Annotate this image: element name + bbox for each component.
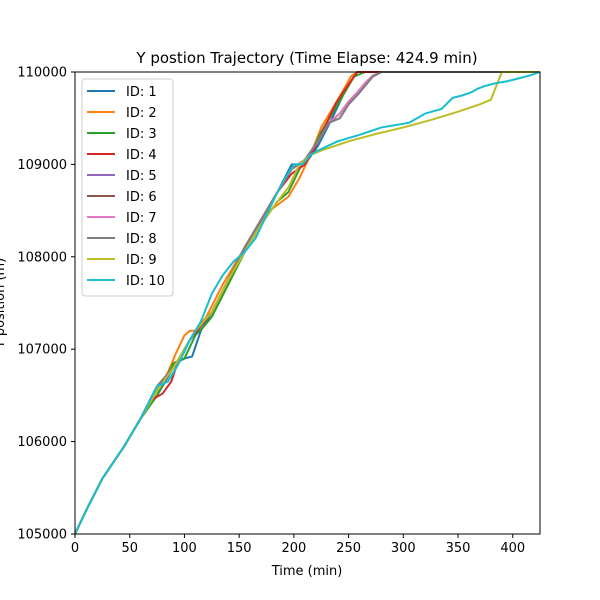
series-line-9 <box>75 71 540 535</box>
axes-frame <box>74 71 541 535</box>
y-tick-label: 106000 <box>17 435 67 450</box>
legend-label: ID: 10 <box>126 274 165 289</box>
y-tick-label: 105000 <box>17 528 67 543</box>
legend-label: ID: 4 <box>126 148 157 163</box>
x-tick-label: 300 <box>391 541 416 556</box>
plot-area <box>75 71 540 535</box>
x-tick-label: 400 <box>500 541 525 556</box>
chart-title: Y postion Trajectory (Time Elapse: 424.9… <box>135 49 477 67</box>
x-tick-label: 0 <box>71 541 79 556</box>
y-tick-label: 109000 <box>17 158 67 173</box>
legend-label: ID: 8 <box>126 232 157 247</box>
x-tick-label: 50 <box>121 541 138 556</box>
x-tick-label: 200 <box>281 541 306 556</box>
y-tick-label: 110000 <box>17 66 67 81</box>
legend-label: ID: 2 <box>126 106 157 121</box>
series-line-10 <box>75 71 540 535</box>
legend-label: ID: 9 <box>126 253 157 268</box>
legend-label: ID: 7 <box>126 211 157 226</box>
legend-label: ID: 6 <box>126 190 157 205</box>
y-axis-label: Y position (m) <box>0 258 8 350</box>
y-tick-label: 107000 <box>17 343 67 358</box>
legend-label: ID: 5 <box>126 169 157 184</box>
legend-label: ID: 1 <box>126 85 157 100</box>
x-axis-ticks: 0 50 100 150 200 250 300 350 400 <box>71 534 525 556</box>
x-tick-label: 100 <box>172 541 197 556</box>
legend-label: ID: 3 <box>126 127 157 142</box>
x-axis-label: Time (min) <box>271 564 343 579</box>
x-tick-label: 150 <box>227 541 252 556</box>
x-tick-label: 350 <box>446 541 471 556</box>
y-axis-ticks: 105000 106000 107000 108000 109000 110000 <box>17 66 75 543</box>
y-tick-label: 108000 <box>17 250 67 265</box>
legend: ID: 1 ID: 2 ID: 3 ID: 4 ID: 5 ID: 6 ID: 7 ID: 8… <box>81 78 174 297</box>
x-tick-label: 250 <box>336 541 361 556</box>
